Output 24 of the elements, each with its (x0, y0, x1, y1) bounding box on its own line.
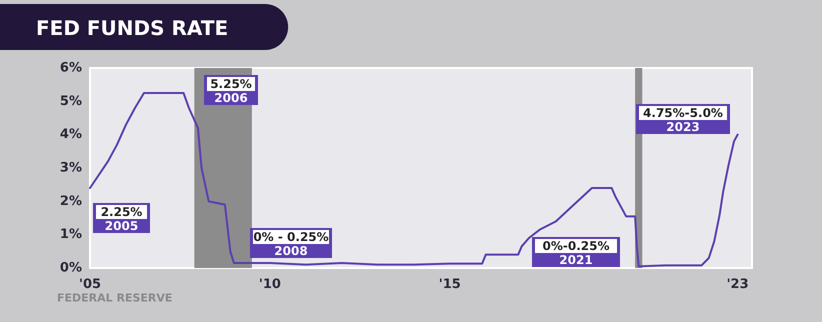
y-tick-label: 5% (60, 94, 82, 109)
annotation: 2006 (214, 91, 248, 105)
annotation: 2023 (666, 120, 700, 134)
x-tick-label: '05 (78, 277, 102, 292)
annotation: 2.25% (100, 205, 142, 219)
annotation: 0% - 0.25% (253, 230, 329, 244)
annotation: 2005 (104, 219, 138, 233)
x-tick-label: '23 (726, 277, 749, 292)
y-tick-label: 6% (60, 60, 82, 76)
x-tick-label: '10 (258, 277, 281, 292)
annotation: 2008 (274, 244, 308, 258)
x-tick-label: '15 (438, 277, 461, 292)
y-tick-label: 4% (60, 127, 82, 142)
annotation: 2021 (559, 253, 593, 267)
y-tick-label: 1% (60, 227, 82, 242)
y-tick-label: 3% (60, 160, 82, 176)
annotation: 0%-0.25% (542, 239, 610, 253)
y-tick-label: 2% (60, 194, 82, 209)
annotation: 4.75%-5.0% (643, 106, 723, 120)
text: FEDERAL RESERVE (57, 292, 172, 304)
y-tick-label: 0% (60, 260, 82, 276)
annotation: 5.25% (210, 77, 252, 91)
line-series (89, 92, 739, 268)
chart-title: FED FUNDS RATE (36, 16, 228, 40)
